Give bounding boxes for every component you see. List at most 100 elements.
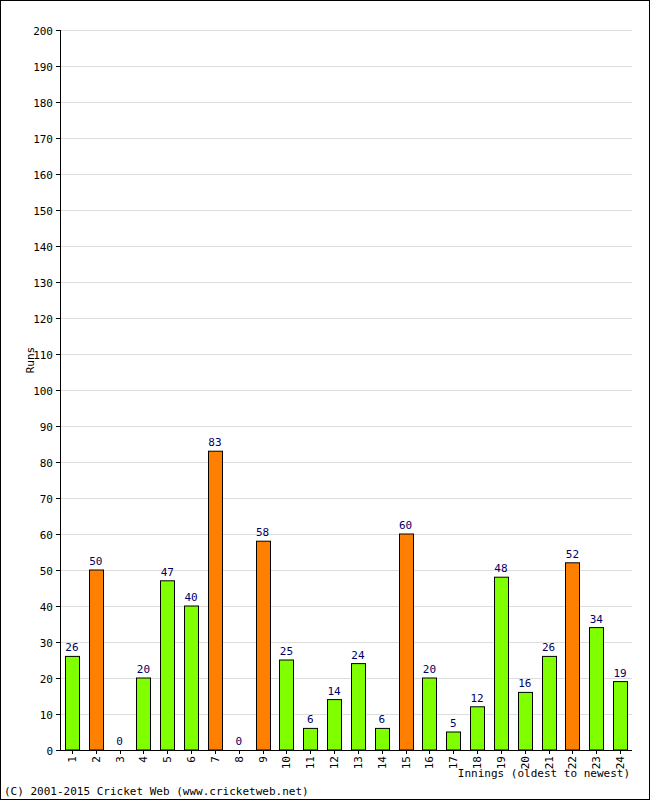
x-tick-label: 11 — [304, 756, 317, 769]
y-tick-label: 120 — [33, 313, 53, 326]
data-label: 26 — [65, 641, 78, 654]
chart: 0102030405060708090100110120130140150160… — [0, 0, 650, 800]
y-tick — [56, 246, 60, 247]
y-tick-label: 200 — [33, 25, 53, 38]
data-label: 0 — [235, 735, 242, 748]
y-tick-label: 150 — [33, 205, 53, 218]
x-axis-label: Innings (oldest to newest) — [458, 767, 630, 780]
y-tick — [56, 606, 60, 607]
bar — [471, 707, 485, 750]
y-tick-label: 30 — [40, 637, 53, 650]
data-label: 6 — [307, 713, 314, 726]
y-tick — [56, 318, 60, 319]
grid-line — [60, 354, 632, 355]
data-label: 20 — [423, 663, 436, 676]
bar — [376, 728, 390, 750]
x-tick — [429, 750, 430, 754]
data-label: 12 — [470, 692, 483, 705]
y-tick-label: 50 — [40, 565, 53, 578]
y-tick — [56, 462, 60, 463]
x-tick — [239, 750, 240, 754]
x-tick — [263, 750, 264, 754]
y-tick-label: 140 — [33, 241, 53, 254]
bar — [137, 678, 151, 750]
x-tick — [334, 750, 335, 754]
bar — [304, 728, 318, 750]
data-label: 50 — [89, 555, 102, 568]
y-tick-label: 190 — [33, 61, 53, 74]
x-tick — [167, 750, 168, 754]
x-tick — [143, 750, 144, 754]
grid-line — [60, 534, 632, 535]
bars — [66, 451, 628, 750]
y-tick-label: 10 — [40, 709, 53, 722]
y-tick — [56, 714, 60, 715]
y-tick — [56, 210, 60, 211]
x-tick — [572, 750, 573, 754]
data-label: 6 — [378, 713, 385, 726]
grid-line — [60, 210, 632, 211]
grid-line — [60, 462, 632, 463]
data-label: 25 — [280, 645, 293, 658]
data-label: 83 — [208, 436, 221, 449]
x-tick — [286, 750, 287, 754]
x-tick-label: 16 — [423, 756, 436, 769]
y-tick-label: 180 — [33, 97, 53, 110]
x-tick — [310, 750, 311, 754]
grid-line — [60, 390, 632, 391]
y-tick-label: 90 — [40, 421, 53, 434]
grid-line — [60, 174, 632, 175]
grid-line — [60, 498, 632, 499]
grid-line — [60, 102, 632, 103]
grid-line — [60, 138, 632, 139]
y-tick — [56, 570, 60, 571]
x-tick — [72, 750, 73, 754]
data-label: 16 — [518, 677, 531, 690]
bar — [614, 682, 628, 750]
bar — [233, 750, 247, 751]
data-label: 0 — [116, 735, 123, 748]
grid-line — [60, 426, 632, 427]
border — [1, 1, 650, 800]
y-tick — [56, 30, 60, 31]
x-tick-label: 8 — [233, 756, 246, 763]
data-label: 14 — [327, 685, 341, 698]
y-tick — [56, 282, 60, 283]
bar — [495, 577, 509, 750]
y-tick — [56, 390, 60, 391]
grid-line — [60, 282, 632, 283]
data-label: 47 — [161, 566, 174, 579]
data-label: 52 — [566, 548, 579, 561]
grid-line — [60, 66, 632, 67]
y-tick-label: 70 — [40, 493, 53, 506]
bar — [209, 451, 223, 750]
x-tick — [96, 750, 97, 754]
x-tick — [501, 750, 502, 754]
x-tick-label: 14 — [376, 756, 389, 770]
y-tick-label: 130 — [33, 277, 53, 290]
y-tick — [56, 426, 60, 427]
x-axis — [60, 750, 632, 751]
bar — [114, 750, 128, 751]
y-tick — [56, 534, 60, 535]
y-tick-label: 40 — [40, 601, 53, 614]
x-tick — [596, 750, 597, 754]
x-tick — [525, 750, 526, 754]
y-tick — [56, 354, 60, 355]
bar — [400, 534, 414, 750]
data-label: 40 — [184, 591, 197, 604]
bar — [161, 581, 175, 750]
x-tick — [477, 750, 478, 754]
x-tick-label: 2 — [90, 756, 103, 763]
y-tick-label: 160 — [33, 169, 53, 182]
x-tick-label: 7 — [209, 756, 222, 763]
y-tick — [56, 102, 60, 103]
bar — [566, 563, 580, 750]
grid-line — [60, 318, 632, 319]
y-tick — [56, 66, 60, 67]
y-tick — [56, 174, 60, 175]
x-tick-label: 5 — [161, 756, 174, 763]
grid-line — [60, 606, 632, 607]
grid-line — [60, 750, 632, 751]
bar — [66, 656, 80, 750]
